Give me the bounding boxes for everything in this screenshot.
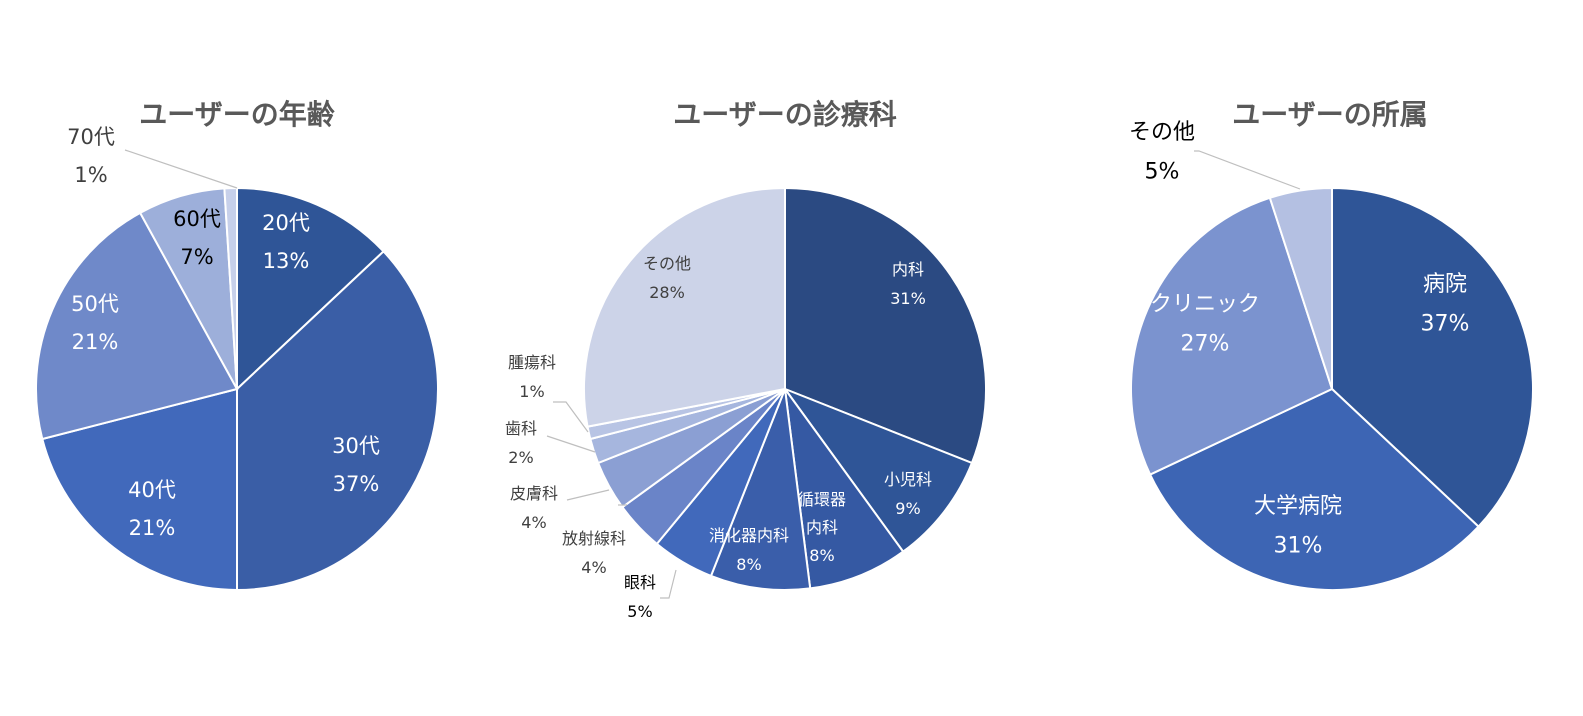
pie-slice (784, 186, 987, 465)
pie-slice (1130, 196, 1334, 476)
slice-label: 大学病院 (1254, 494, 1342, 519)
pie-slice (1331, 186, 1534, 529)
slice-label: 皮膚科 (510, 484, 558, 503)
slice-percent-label: 8% (809, 546, 834, 565)
slice-percent-label: 28% (649, 283, 685, 302)
pie-slice (236, 186, 385, 392)
slice-label: 20代 (262, 211, 310, 235)
slice-percent-label: 7% (180, 245, 213, 269)
slice-label: 50代 (71, 292, 119, 316)
pie-chart-1: ユーザーの年齢 20代 13% 30代 37% 40代 21% 50代 21% 60代 7% 70代 1… (35, 98, 439, 592)
slice-percent-label: 37% (1421, 312, 1470, 337)
slice-label: 腫瘍科 (508, 353, 556, 372)
pie-slice (236, 249, 439, 592)
slice-percent-label: 4% (521, 513, 546, 532)
slice-percent-label: 31% (890, 289, 926, 308)
pie-chart-2: ユーザーの診療科内科31%小児科9%循環器内科8%消化器内科8%眼科5%放射線科… (505, 98, 987, 621)
slice-label: 60代 (173, 207, 221, 231)
chart-title: ユーザーの診療科 (673, 98, 896, 131)
slice-label: 40代 (128, 478, 176, 502)
slice-percent-label: 13% (263, 249, 310, 273)
leader-line (553, 401, 589, 433)
slice-label: 病院 (1423, 272, 1467, 297)
slice-label: 内科 (806, 518, 838, 537)
pie-slice (784, 388, 905, 590)
slice-percent-label: 2% (508, 448, 533, 467)
pie-slice (41, 387, 238, 592)
slice-label: その他 (1129, 120, 1195, 145)
pie-slice (1148, 387, 1480, 591)
slice-percent-label: 1% (519, 382, 544, 401)
slice-label: 消化器内科 (709, 526, 789, 545)
slice-percent-label: 27% (1181, 332, 1230, 357)
pie-slice (35, 211, 239, 441)
chart-title: ユーザーの所属 (1232, 98, 1427, 131)
slice-label: 30代 (332, 434, 380, 458)
slice-label: 70代 (67, 125, 115, 149)
slice-percent-label: 8% (736, 555, 761, 574)
slice-percent-label: 1% (74, 163, 107, 187)
slice-percent-label: 37% (333, 472, 380, 496)
slice-percent-label: 5% (1145, 160, 1180, 185)
slice-label: 歯科 (505, 419, 537, 438)
pie-slice (709, 388, 812, 591)
slice-label: 循環器 (798, 490, 846, 509)
slice-percent-label: 9% (895, 499, 920, 518)
slice-percent-label: 5% (627, 602, 652, 621)
pie-slice (1268, 186, 1333, 390)
pie-slice (583, 186, 786, 428)
slice-label: 内科 (892, 260, 924, 279)
slice-percent-label: 21% (72, 330, 119, 354)
slice-label: 放射線科 (562, 529, 626, 548)
slice-percent-label: 31% (1274, 534, 1323, 559)
slice-label: 小児科 (884, 470, 932, 489)
slice-label: クリニック (1150, 292, 1260, 317)
slice-percent-label: 21% (129, 516, 176, 540)
slice-percent-label: 4% (581, 558, 606, 577)
leader-line (660, 569, 677, 599)
leader-line (546, 435, 596, 453)
leader-line (124, 149, 238, 189)
slice-label: 眼科 (624, 573, 656, 592)
slice-label: その他 (643, 254, 691, 273)
leader-line (1194, 150, 1301, 190)
pie-slice (782, 386, 974, 554)
leader-line (566, 489, 610, 501)
chart-title: ユーザーの年齢 (139, 98, 334, 131)
